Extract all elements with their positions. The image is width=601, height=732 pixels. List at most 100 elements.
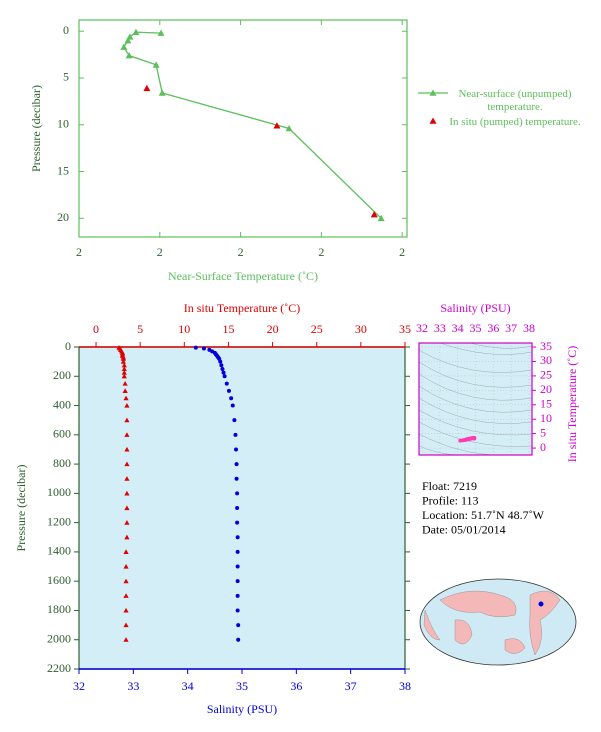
marker — [224, 381, 229, 386]
marker — [132, 28, 140, 35]
x-tick-label: 35 — [470, 321, 482, 335]
x2-tick-label: 15 — [222, 322, 234, 336]
marker — [229, 396, 234, 401]
marker — [123, 549, 129, 554]
marker — [124, 476, 130, 481]
y-tick-label: 2000 — [47, 631, 71, 645]
y-tick-label: 20 — [540, 382, 552, 396]
marker — [120, 359, 127, 364]
x-tick-label: 33 — [127, 679, 139, 693]
y-tick-label: 400 — [53, 397, 71, 411]
x-tick-label: 2 — [238, 245, 244, 259]
x-tick-label: 36 — [290, 679, 302, 693]
x-tick-label: 36 — [487, 321, 499, 335]
world-map — [419, 578, 577, 666]
x-tick-label: 37 — [505, 321, 517, 335]
marker — [123, 607, 129, 613]
legend-marker — [429, 89, 437, 96]
marker — [123, 395, 129, 401]
info-text: Date: 05/01/2014 — [422, 522, 506, 536]
marker — [124, 490, 130, 496]
marker — [143, 84, 151, 92]
marker — [124, 520, 130, 525]
info-text: Float: 7219 — [422, 479, 477, 493]
marker — [230, 403, 235, 408]
marker — [124, 417, 130, 423]
marker — [124, 461, 130, 467]
x-tick-label: 38 — [399, 679, 411, 693]
marker — [124, 37, 132, 44]
marker — [158, 89, 166, 96]
marker — [122, 388, 128, 393]
marker — [235, 506, 240, 510]
marker — [219, 363, 224, 368]
y-axis-label: Pressure (decibar) — [14, 465, 28, 552]
profile-background — [79, 347, 405, 669]
marker — [121, 373, 127, 379]
marker — [220, 366, 225, 371]
y-tick-label: 1000 — [47, 485, 71, 499]
series-line — [123, 31, 382, 219]
marker — [124, 534, 130, 540]
y-tick-label: 25 — [540, 368, 552, 382]
marker — [201, 346, 206, 351]
x-tick-label: 37 — [345, 679, 357, 693]
y-tick-label: 600 — [53, 427, 71, 441]
marker — [125, 52, 133, 59]
marker — [235, 579, 240, 584]
y-tick-label: 1800 — [47, 602, 71, 616]
x-tick-label: 33 — [434, 321, 446, 335]
y-tick-label: 30 — [540, 353, 552, 367]
y-tick-label: 0 — [540, 440, 546, 454]
marker — [123, 593, 129, 598]
x-axis-label: Salinity (PSU) — [440, 301, 510, 315]
marker — [285, 125, 293, 132]
marker — [123, 637, 129, 642]
marker — [222, 374, 227, 379]
marker — [235, 535, 240, 540]
info-text: Location: 51.7˚N 48.7˚W — [422, 508, 545, 522]
y-tick-label: 0 — [63, 23, 69, 37]
marker — [120, 356, 127, 361]
y-tick-label: 5 — [63, 70, 69, 84]
y-tick-label: 1400 — [47, 544, 71, 558]
ts-point — [472, 436, 477, 441]
marker — [235, 564, 240, 569]
marker — [370, 211, 378, 218]
x-tick-label: 34 — [182, 679, 194, 693]
x-axis-label: Near-Surface Temperature (˚C) — [168, 269, 318, 283]
x-tick-label: 2 — [76, 245, 82, 259]
marker — [221, 370, 226, 375]
marker — [157, 29, 165, 36]
y-tick-label: 5 — [540, 425, 546, 439]
marker — [377, 214, 385, 222]
x-axis-label: Salinity (PSU) — [207, 702, 277, 716]
y-tick-label: 10 — [57, 117, 69, 131]
marker — [120, 43, 128, 50]
marker — [232, 418, 237, 423]
marker — [124, 402, 130, 408]
y-tick-label: 1600 — [47, 573, 71, 587]
x-tick-label: 32 — [73, 679, 85, 693]
marker — [234, 476, 239, 481]
marker — [235, 593, 240, 598]
x2-axis-label: In situ Temperature (˚C) — [184, 301, 301, 315]
marker — [235, 549, 240, 554]
x-tick-label: 32 — [416, 321, 428, 335]
x2-tick-label: 35 — [399, 322, 411, 336]
marker — [152, 61, 160, 68]
marker — [233, 432, 238, 437]
plot-frame — [78, 19, 408, 238]
x-tick-label: 34 — [452, 321, 464, 335]
y-tick-label: 0 — [65, 339, 71, 353]
marker — [218, 359, 223, 364]
marker — [123, 563, 129, 569]
x2-tick-label: 10 — [178, 322, 190, 336]
y-tick-label: 1200 — [47, 514, 71, 528]
y-tick-label: 10 — [540, 411, 552, 425]
marker — [236, 637, 241, 642]
marker — [236, 623, 241, 628]
y-tick-label: 800 — [53, 456, 71, 470]
